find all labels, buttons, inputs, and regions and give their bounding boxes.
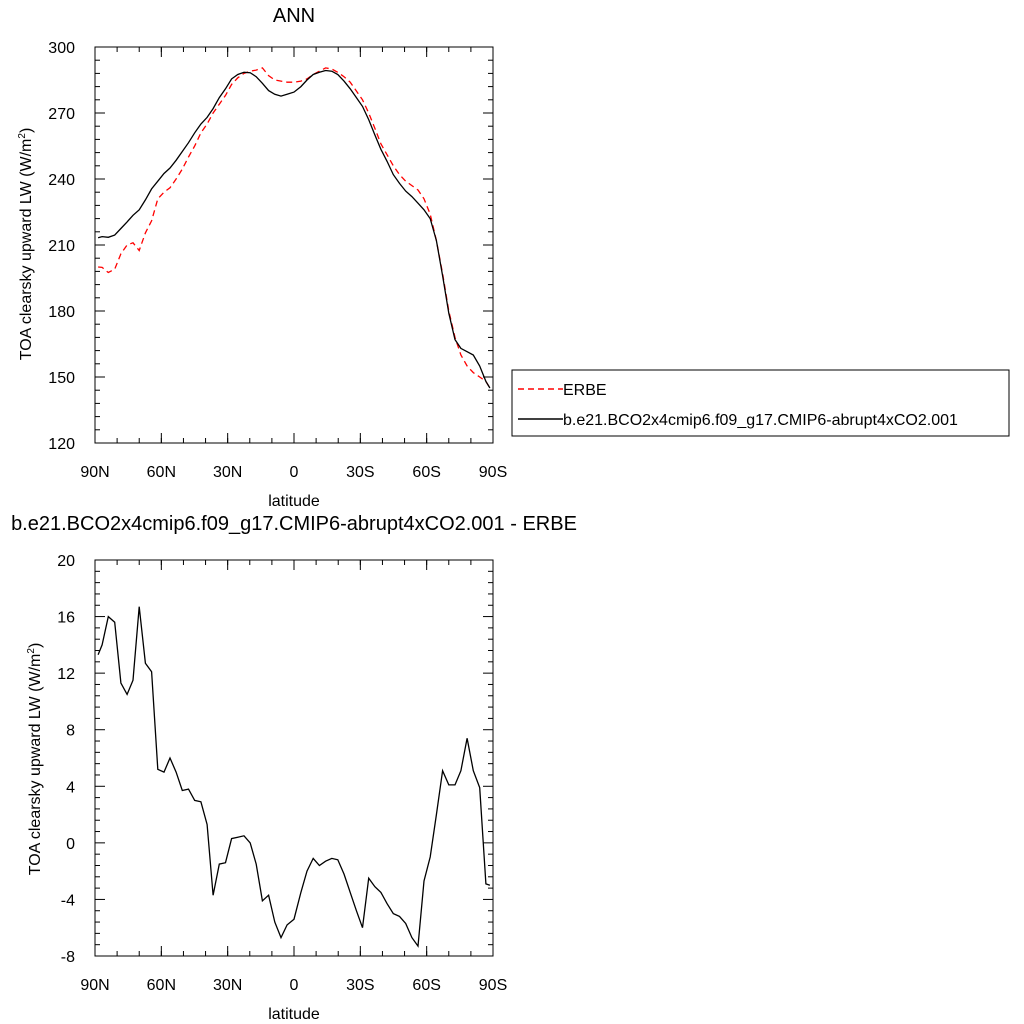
bottom-y-tick-label: 16	[57, 610, 75, 627]
bottom-panel: b.e21.BCO2x4cmip6.f09_g17.CMIP6-abrupt4x…	[11, 513, 577, 1023]
bottom-x-tick-label: 90S	[479, 977, 507, 994]
top-y-tick-label: 300	[48, 40, 75, 57]
bottom-plot-frame	[94, 559, 494, 957]
top-chart-title: ANN	[273, 5, 315, 27]
bottom-x-tick-label: 0	[290, 977, 299, 994]
bottom-x-axis-label: latitude	[268, 1006, 320, 1023]
top-x-tick-label: 90S	[479, 464, 507, 481]
top-y-tick-label: 270	[48, 106, 75, 123]
top-x-tick-label: 30S	[346, 464, 374, 481]
bottom-y-tick-label: 4	[66, 779, 75, 796]
top-series-line-0	[98, 67, 491, 389]
bottom-y-tick-label: 8	[66, 723, 75, 740]
top-x-tick-label: 90N	[80, 464, 109, 481]
bottom-y-tick-label: -4	[61, 892, 75, 909]
bottom-y-tick-label: 20	[57, 553, 75, 570]
bottom-chart-title: b.e21.BCO2x4cmip6.f09_g17.CMIP6-abrupt4x…	[11, 513, 577, 535]
top-y-tick-label: 210	[48, 238, 75, 255]
top-y-tick-label: 240	[48, 172, 75, 189]
bottom-x-tick-label: 30N	[213, 977, 242, 994]
top-x-tick-label: 30N	[213, 464, 242, 481]
bottom-x-tick-label: 30S	[346, 977, 374, 994]
legend-label-erbe: ERBE	[563, 382, 607, 399]
bottom-series-line-0	[97, 606, 491, 948]
bottom-y-tick-label: -8	[61, 949, 75, 966]
top-panel: ANN 90N 60N 30N 0 30S 60S 90S 120 150 180 210 240 27…	[17, 5, 507, 510]
bottom-x-tick-label: 90N	[80, 977, 109, 994]
top-plot-frame	[94, 46, 494, 444]
top-y-axis-label: TOA clearsky upward LW (W/m2)	[17, 128, 35, 361]
legend-label-model: b.e21.BCO2x4cmip6.f09_g17.CMIP6-abrupt4x…	[563, 412, 958, 429]
top-x-axis-label: latitude	[268, 493, 320, 510]
bottom-x-tick-label: 60N	[147, 977, 176, 994]
legend: ERBE b.e21.BCO2x4cmip6.f09_g17.CMIP6-abr…	[511, 369, 1010, 437]
legend-box	[511, 369, 1010, 437]
bottom-x-tick-label: 60S	[412, 977, 440, 994]
top-x-tick-label: 0	[290, 464, 299, 481]
bottom-y-tick-label: 12	[57, 666, 75, 683]
top-x-tick-label: 60S	[412, 464, 440, 481]
top-series-line-1	[97, 69, 491, 389]
bottom-y-axis-label: TOA clearsky upward LW (W/m2)	[26, 643, 44, 876]
top-y-tick-label: 180	[48, 304, 75, 321]
top-y-tick-label: 150	[48, 370, 75, 387]
top-y-tick-label: 120	[48, 436, 75, 453]
bottom-y-tick-label: 0	[66, 836, 75, 853]
top-x-tick-label: 60N	[147, 464, 176, 481]
